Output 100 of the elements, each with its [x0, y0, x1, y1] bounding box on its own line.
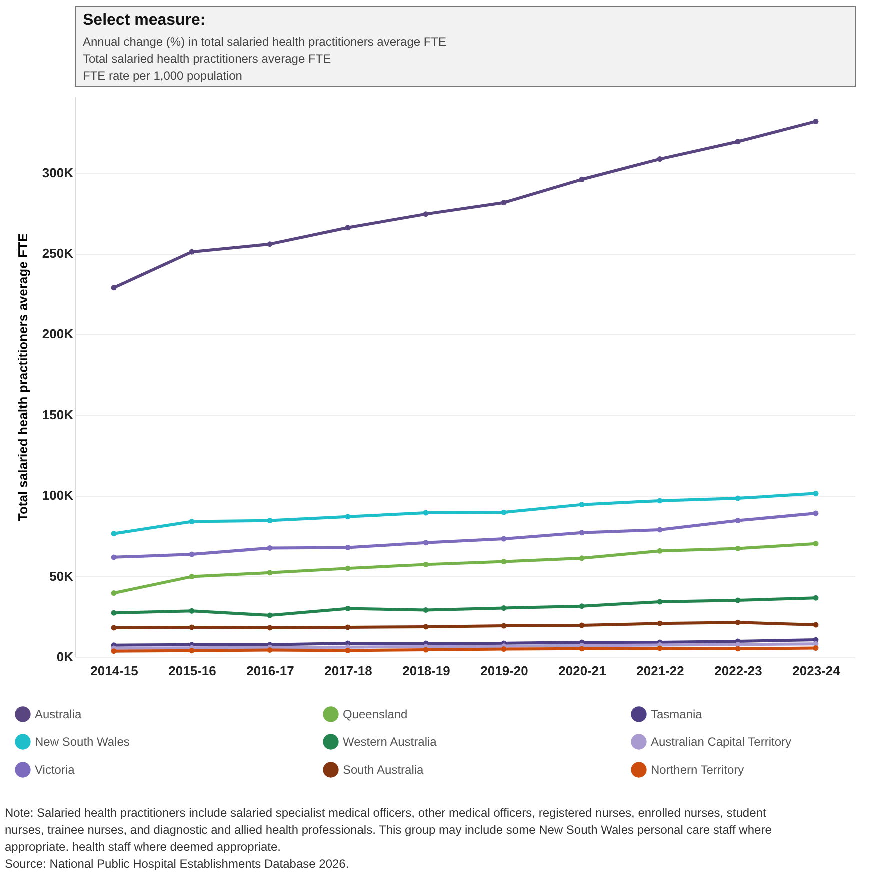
point [423, 510, 429, 516]
text: Annual change (%) in total salaried health practitioners average FTE [83, 35, 447, 49]
point [111, 554, 117, 560]
point [813, 595, 819, 601]
x-tick-label: 2014-15 [90, 664, 138, 678]
point [657, 646, 663, 652]
point [735, 546, 741, 552]
legend-label: New South Wales [35, 735, 130, 749]
point [345, 514, 351, 520]
point [189, 608, 195, 614]
legend-label: Australia [35, 707, 82, 722]
point [813, 646, 819, 652]
point [579, 502, 585, 508]
point [501, 559, 507, 565]
point [423, 212, 429, 218]
legend-label: Western Australia [343, 735, 438, 749]
y-axis-title: Total salaried health practitioners average FTE [15, 233, 30, 522]
point [111, 648, 117, 654]
point [579, 646, 585, 652]
point [735, 646, 741, 652]
point [501, 536, 507, 542]
point [345, 225, 351, 231]
point [189, 519, 195, 524]
point [111, 285, 117, 291]
point [813, 118, 819, 124]
point [267, 647, 273, 653]
point [189, 552, 195, 558]
point [735, 139, 741, 145]
point [501, 623, 507, 629]
point [423, 540, 429, 546]
point [267, 612, 273, 618]
x-tick-label: 2020-21 [558, 664, 606, 678]
point [813, 622, 819, 628]
point [501, 606, 507, 611]
text: Total salaried health practitioners average FTE [83, 52, 332, 66]
point [813, 490, 819, 496]
legend-label: Northern Territory [651, 763, 744, 777]
point [735, 518, 741, 524]
point [813, 510, 819, 516]
point [423, 562, 429, 568]
point [111, 610, 117, 616]
legend-label: South Australia [343, 763, 424, 777]
y-tick-label: 300K [42, 165, 74, 180]
y-tick-label: 0K [56, 650, 74, 664]
text: Note: Salaried health practitioners include salaried specialist medical officers, other medical officers, registered nurses, enrolled nurses, student nurses, trainee nurses, and diagnostic and allied health professionals. This group may include some New South Wales personal care staff where appropriate. health staff where deemed appropriate. [5, 806, 772, 854]
point [735, 598, 741, 604]
x-tick-label: 2015-16 [168, 664, 216, 678]
point [579, 556, 585, 562]
x-tick-label: 2023-24 [792, 664, 842, 678]
point [267, 518, 273, 524]
point [657, 599, 663, 605]
point [579, 604, 585, 610]
text: FTE rate per 1,000 population [83, 69, 242, 83]
point [657, 498, 663, 504]
point [267, 242, 273, 248]
legend-label: Australian Capital Territory [651, 735, 792, 749]
y-tick-label: 200K [42, 326, 74, 342]
point [111, 590, 117, 596]
x-tick-label: 2022-23 [714, 664, 762, 678]
point [189, 624, 195, 630]
x-tick-label: 2019-20 [480, 664, 528, 678]
y-tick-label: 250K [42, 246, 74, 262]
point [267, 545, 273, 551]
chart-title: Select measure: [83, 12, 206, 29]
x-tick-label: 2017-18 [324, 664, 372, 678]
point [423, 607, 429, 613]
point [267, 625, 273, 631]
x-tick-label: 2016-17 [246, 664, 294, 678]
legend-label: Victoria [35, 763, 76, 777]
point [345, 624, 351, 630]
x-tick-label: 2018-19 [402, 664, 450, 678]
point [189, 648, 195, 654]
point [345, 545, 351, 550]
point [267, 570, 273, 576]
point [423, 647, 429, 653]
y-tick-label: 50K [50, 568, 74, 584]
point [657, 620, 663, 626]
point [423, 624, 429, 630]
point [345, 648, 351, 654]
point [501, 200, 507, 206]
point [189, 574, 195, 580]
point [813, 541, 819, 547]
point [111, 531, 117, 537]
point [657, 527, 663, 533]
legend-label: Tasmania [651, 707, 703, 722]
point [189, 249, 195, 255]
point [345, 566, 351, 572]
point [579, 530, 585, 536]
point [501, 510, 507, 516]
point [735, 620, 741, 626]
x-tick-label: 2021-22 [636, 664, 684, 678]
point [579, 176, 585, 182]
source-note: Source: National Public Hospital Establishments Database 2026. [5, 857, 350, 871]
legend-label: Queensland [343, 707, 408, 722]
y-tick-label: 100K [42, 488, 74, 504]
point [657, 156, 663, 162]
point [345, 606, 351, 612]
point [657, 548, 663, 554]
point [111, 625, 117, 631]
point [735, 496, 741, 502]
